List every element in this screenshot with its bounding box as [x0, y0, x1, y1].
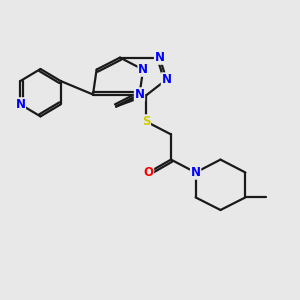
Text: O: O — [143, 166, 154, 179]
Text: N: N — [154, 51, 165, 64]
Text: N: N — [138, 63, 148, 76]
Text: N: N — [134, 88, 145, 101]
Text: S: S — [142, 115, 150, 128]
Text: N: N — [161, 73, 172, 86]
Text: N: N — [190, 166, 201, 179]
Text: N: N — [15, 98, 26, 111]
